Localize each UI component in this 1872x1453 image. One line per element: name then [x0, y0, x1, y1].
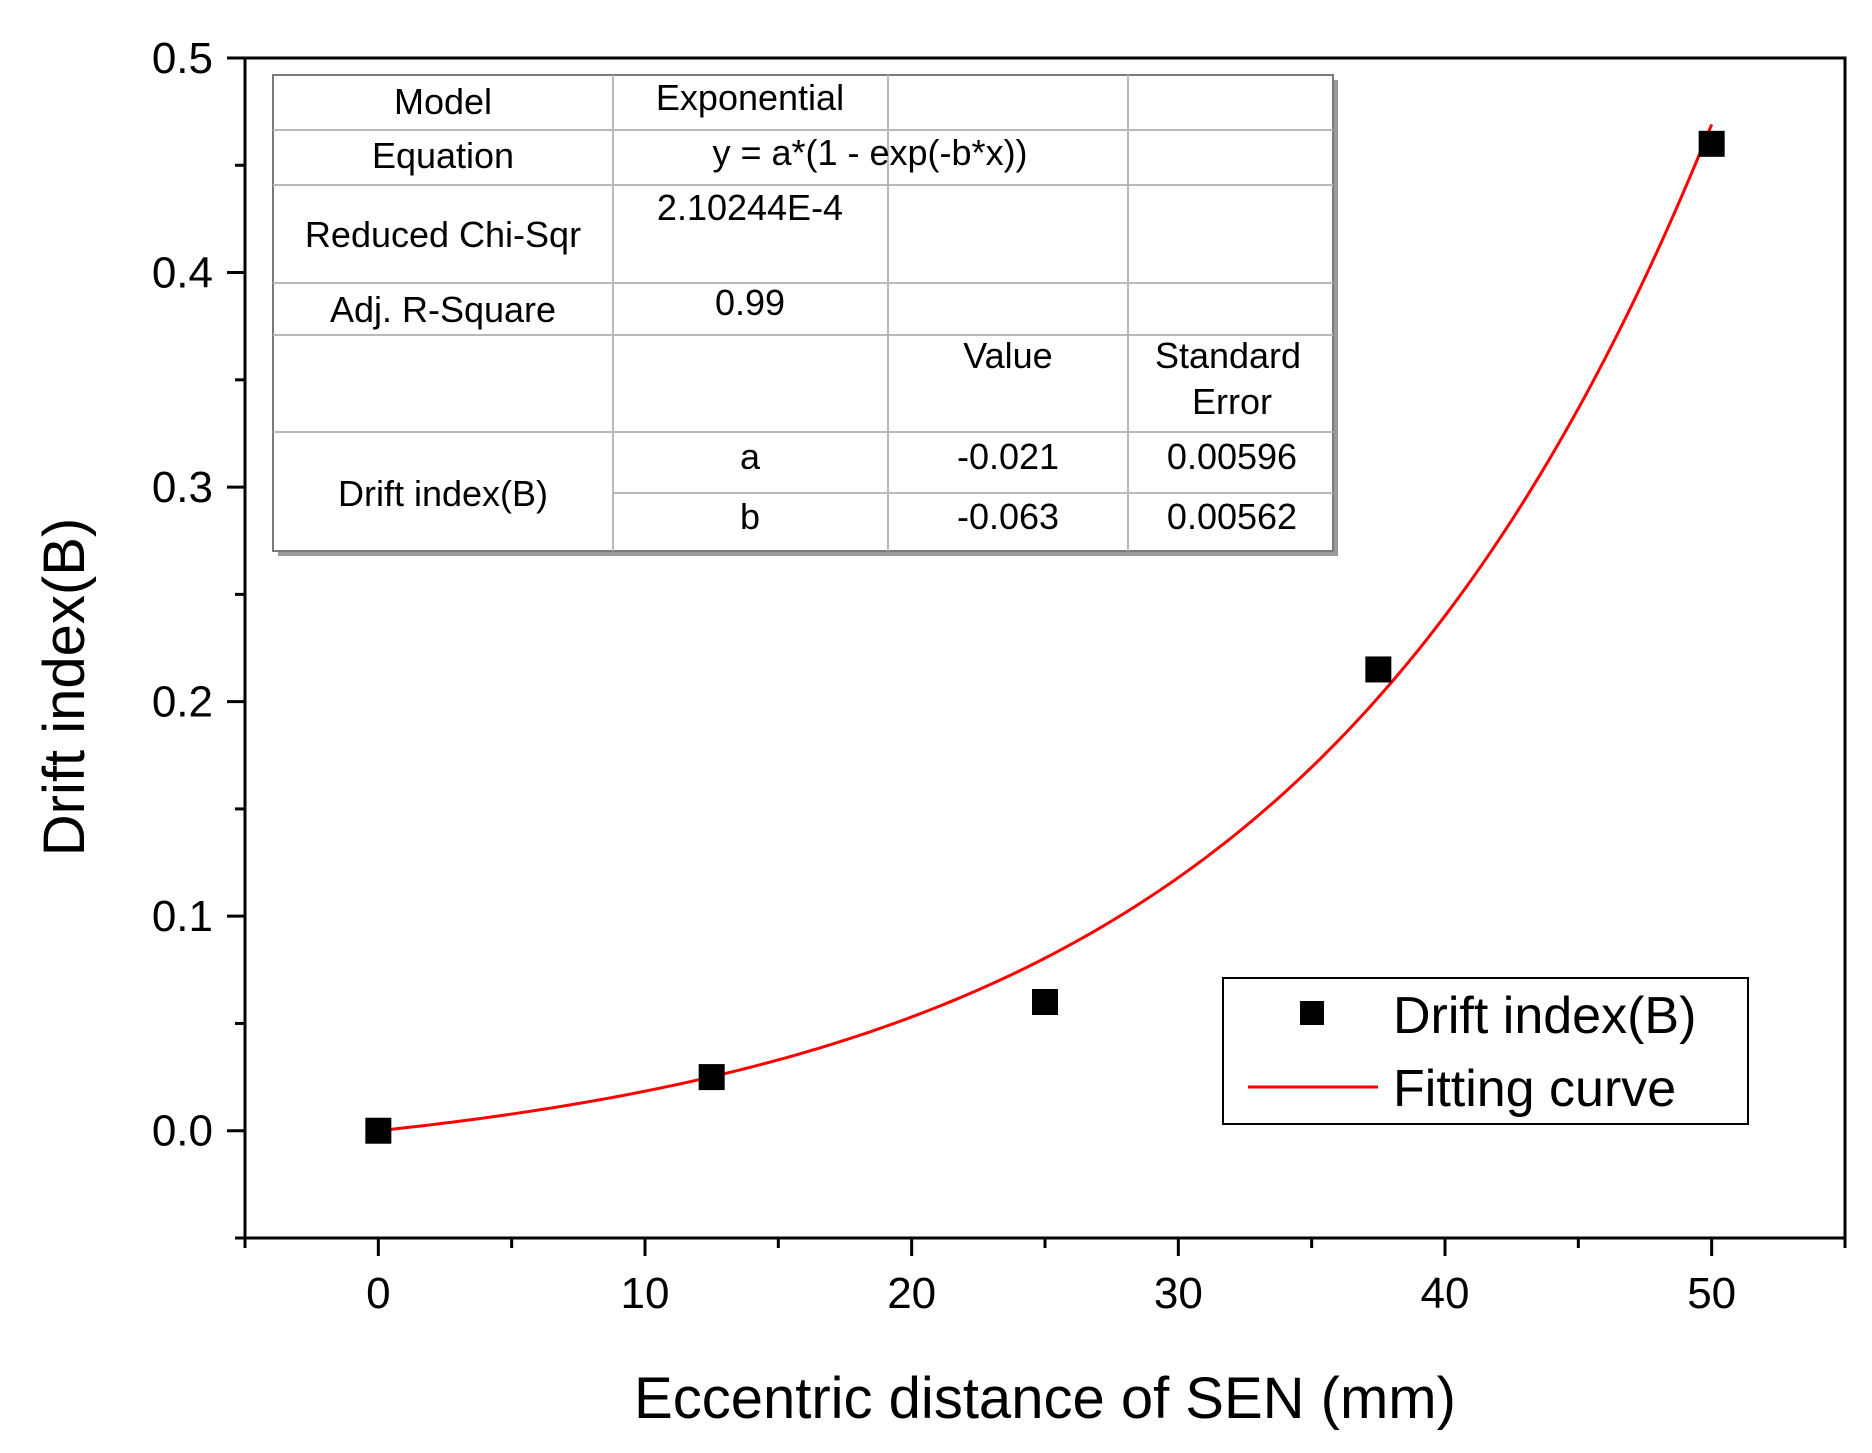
x-tick-label: 10 — [621, 1269, 670, 1318]
table-header-std-error-2: Error — [1192, 381, 1272, 422]
legend-label-line: Fitting curve — [1393, 1060, 1676, 1118]
legend-label-scatter: Drift index(B) — [1393, 987, 1696, 1045]
table-chi-label: Reduced Chi-Sqr — [305, 214, 581, 255]
table-r2-label: Adj. R-Square — [330, 289, 556, 330]
x-tick-label: 0 — [366, 1269, 390, 1318]
fitting-curve-line — [378, 123, 1714, 1133]
y-tick-label: 0.1 — [152, 892, 213, 941]
table-equation-label: Equation — [372, 135, 514, 176]
axis-ticks — [227, 56, 1847, 1256]
fit-results-table: Model Exponential Equation y = a*(1 - ex… — [272, 74, 1338, 556]
table-header-value: Value — [963, 335, 1052, 376]
table-model-label: Model — [394, 81, 492, 122]
table-param-a-name: a — [740, 436, 761, 477]
tick-labels: 0 10 20 30 40 50 0.0 0.1 0.2 0.3 0.4 0.5 — [152, 34, 1736, 1318]
table-equation-value: y = a*(1 - exp(-b*x)) — [712, 132, 1027, 173]
y-tick-label: 0.3 — [152, 463, 213, 512]
table-chi-value: 2.10244E-4 — [657, 187, 843, 228]
x-tick-label: 40 — [1421, 1269, 1470, 1318]
table-param-a-std-error: 0.00596 — [1167, 436, 1297, 477]
y-tick-label: 0.0 — [152, 1107, 213, 1156]
x-axis-label: Eccentric distance of SEN (mm) — [634, 1366, 1456, 1431]
table-model-value: Exponential — [656, 77, 844, 118]
fit-line-layer — [378, 123, 1714, 1133]
table-param-a-value: -0.021 — [957, 436, 1059, 477]
y-tick-label: 0.5 — [152, 34, 213, 83]
data-point — [365, 1117, 392, 1144]
y-tick-label: 0.4 — [152, 249, 213, 298]
table-param-b-std-error: 0.00562 — [1167, 496, 1297, 537]
table-param-group: Drift index(B) — [338, 473, 548, 514]
data-points — [365, 130, 1725, 1144]
x-tick-label: 20 — [887, 1269, 936, 1318]
data-point — [1365, 656, 1392, 683]
table-param-b-name: b — [740, 496, 760, 537]
x-tick-label: 30 — [1154, 1269, 1203, 1318]
y-axis-label: Drift index(B) — [32, 518, 97, 856]
table-r2-value: 0.99 — [715, 282, 785, 323]
legend: Drift index(B) Fitting curve — [1222, 977, 1749, 1125]
data-point — [698, 1064, 725, 1091]
x-tick-label: 50 — [1687, 1269, 1736, 1318]
legend-marker-square — [1300, 1001, 1324, 1025]
data-point — [1032, 989, 1058, 1015]
table-param-b-value: -0.063 — [957, 496, 1059, 537]
table-background — [272, 74, 1334, 552]
table-gridlines — [273, 75, 1333, 551]
table-header-std-error-1: Standard — [1155, 335, 1301, 376]
data-point — [1698, 130, 1725, 157]
y-tick-label: 0.2 — [152, 678, 213, 727]
